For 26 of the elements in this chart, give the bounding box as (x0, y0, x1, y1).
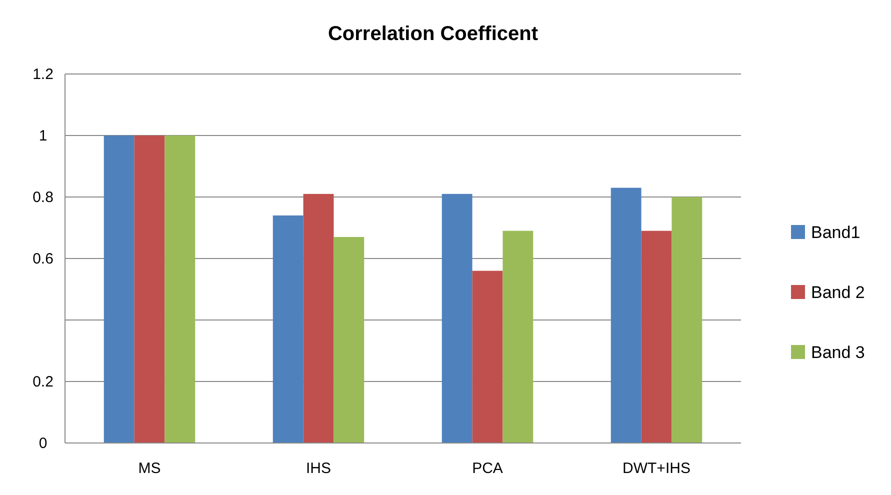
bar (610, 188, 642, 443)
bar (334, 236, 364, 443)
bar (272, 215, 304, 443)
bar (641, 230, 672, 443)
legend-label: Band 3 (811, 343, 865, 362)
y-tick-label: 0.2 (32, 374, 54, 390)
x-tick-label: IHS (306, 460, 332, 477)
y-tick-label: 0.6 (32, 250, 54, 268)
y-tick-label: 1.2 (32, 66, 54, 83)
y-tick-label: 0 (38, 435, 48, 452)
chart-title: Correlation Coefficent (328, 23, 538, 45)
bar (672, 197, 702, 443)
bar (442, 194, 472, 443)
bar (164, 136, 196, 443)
x-tick-label: DWT+IHS (622, 460, 690, 477)
bar (472, 270, 503, 443)
legend-label: Band1 (811, 223, 860, 242)
bar (104, 136, 134, 443)
bar (303, 194, 334, 443)
bar (134, 136, 165, 443)
x-tick-label: PCA (472, 460, 503, 477)
bar (502, 230, 534, 443)
legend-label: Band 2 (811, 283, 865, 302)
y-tick-label: 1 (38, 128, 48, 144)
x-tick-label: MS (138, 460, 161, 477)
y-tick-label: 0.8 (32, 189, 54, 206)
